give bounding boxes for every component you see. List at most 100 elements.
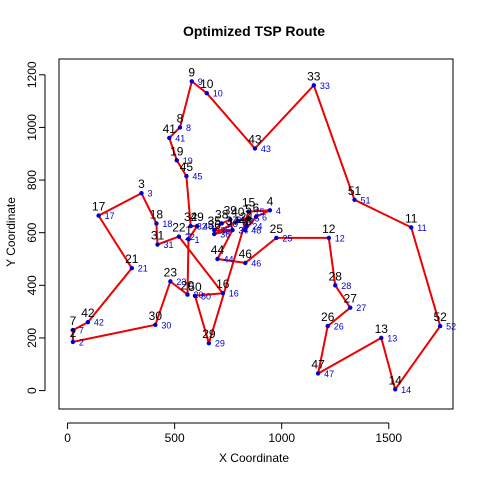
plot-frame xyxy=(58,58,454,410)
city-index-label-15: 15 xyxy=(255,207,265,217)
city-index-label-16: 16 xyxy=(229,289,239,299)
city-index-label-49: 49 xyxy=(203,222,213,232)
x-axis-label: X Coordinate xyxy=(219,451,289,465)
city-label-46: 46 xyxy=(239,247,253,261)
city-point-44 xyxy=(215,256,220,262)
city-index-label-45: 45 xyxy=(192,172,202,182)
city-point-30 xyxy=(153,322,158,327)
city-label-36: 36 xyxy=(208,218,222,232)
x-tick-label: 500 xyxy=(165,431,185,445)
city-point-19 xyxy=(174,158,179,163)
city-point-52 xyxy=(437,323,443,329)
city-index-label-9: 9 xyxy=(198,77,203,87)
city-label-34: 34 xyxy=(226,214,240,228)
city-label-52: 52 xyxy=(433,310,447,324)
city-point-47 xyxy=(315,371,321,376)
city-index-label-46: 46 xyxy=(251,258,261,268)
city-label-31: 31 xyxy=(151,229,165,243)
x-tick-label: 0 xyxy=(64,431,71,445)
city-point-49 xyxy=(194,223,200,229)
city-label-17: 17 xyxy=(92,200,106,214)
city-index-label-21: 21 xyxy=(138,264,148,274)
city-index-label-7: 7 xyxy=(79,326,84,336)
city-label-45: 45 xyxy=(180,160,194,174)
city-point-29 xyxy=(206,341,212,346)
city-point-15 xyxy=(246,209,251,214)
city-point-36 xyxy=(212,231,217,237)
city-index-label-6: 6 xyxy=(262,212,267,222)
city-point-45 xyxy=(184,173,189,179)
city-label-10: 10 xyxy=(200,77,214,91)
city-point-11 xyxy=(409,225,414,230)
city-index-label-52: 52 xyxy=(446,322,456,332)
city-point-24 xyxy=(244,223,249,229)
city-index-label-39: 39 xyxy=(236,215,246,225)
city-index-label-43: 43 xyxy=(261,144,271,154)
city-label-41: 41 xyxy=(163,122,177,136)
city-index-label-1: 1 xyxy=(195,235,200,245)
city-label-12: 12 xyxy=(322,222,336,236)
city-index-label-40: 40 xyxy=(244,216,254,226)
city-label-15: 15 xyxy=(242,196,256,210)
city-label-50: 50 xyxy=(188,280,202,294)
city-label-14: 14 xyxy=(389,373,403,387)
city-point-7 xyxy=(70,327,76,333)
city-index-label-10: 10 xyxy=(213,89,223,99)
city-point-18 xyxy=(154,221,159,226)
city-point-5 xyxy=(246,216,251,221)
city-point-39 xyxy=(228,217,233,222)
city-label-26: 26 xyxy=(321,310,335,324)
city-label-4: 4 xyxy=(267,194,274,208)
city-point-28 xyxy=(333,283,338,288)
city-index-label-35: 35 xyxy=(220,226,230,236)
city-point-42 xyxy=(85,319,91,325)
city-label-5: 5 xyxy=(245,202,252,216)
city-label-18: 18 xyxy=(150,207,164,221)
city-label-1: 1 xyxy=(185,223,192,237)
city-point-26 xyxy=(325,323,330,329)
city-label-51: 51 xyxy=(348,184,362,198)
city-label-30: 30 xyxy=(149,309,163,323)
city-index-label-11: 11 xyxy=(417,223,426,233)
city-label-2: 2 xyxy=(70,326,77,340)
city-label-29: 29 xyxy=(202,327,216,341)
city-point-35 xyxy=(212,227,217,233)
city-label-25: 25 xyxy=(270,222,284,236)
city-label-3: 3 xyxy=(138,177,145,191)
city-label-27: 27 xyxy=(344,292,358,306)
city-index-label-34: 34 xyxy=(238,226,248,236)
city-point-1 xyxy=(186,237,191,242)
city-index-label-24: 24 xyxy=(252,222,262,232)
city-point-22 xyxy=(176,234,182,239)
city-index-label-32: 32 xyxy=(197,222,207,232)
city-index-label-26: 26 xyxy=(334,322,344,332)
city-label-28: 28 xyxy=(329,269,343,283)
y-tick-label: 1000 xyxy=(25,114,39,141)
city-point-8 xyxy=(177,125,183,130)
city-point-46 xyxy=(243,260,248,266)
city-index-label-14: 14 xyxy=(401,385,411,395)
city-index-label-2: 2 xyxy=(79,337,84,347)
y-axis-label: Y Coordinate xyxy=(4,197,18,267)
x-tick-label: 1500 xyxy=(375,431,402,445)
city-index-label-37: 37 xyxy=(238,226,248,236)
labels-layer: 1122334455667788991010111112121313141415… xyxy=(70,65,457,394)
city-index-label-8: 8 xyxy=(186,123,191,133)
city-label-22: 22 xyxy=(172,221,186,235)
city-label-42: 42 xyxy=(81,306,95,320)
city-label-24: 24 xyxy=(240,210,254,224)
city-label-47: 47 xyxy=(311,357,325,371)
city-point-32 xyxy=(188,223,193,229)
city-index-label-36: 36 xyxy=(220,230,230,240)
city-index-label-33: 33 xyxy=(320,81,330,91)
city-index-label-29: 29 xyxy=(215,339,225,349)
city-label-6: 6 xyxy=(253,201,260,215)
city-label-16: 16 xyxy=(216,277,230,291)
city-label-13: 13 xyxy=(375,322,389,336)
city-index-label-44: 44 xyxy=(223,255,233,265)
city-index-label-4: 4 xyxy=(276,206,281,216)
city-point-51 xyxy=(352,197,357,202)
city-label-35: 35 xyxy=(208,214,222,228)
city-label-7: 7 xyxy=(70,314,77,328)
